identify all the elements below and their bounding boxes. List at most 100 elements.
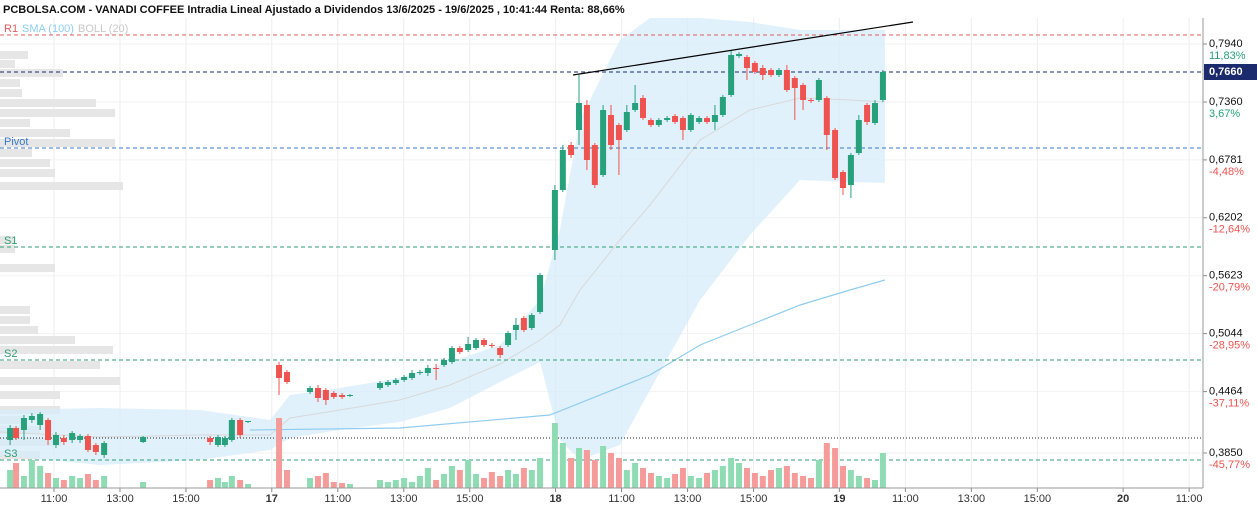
volume-profile-bar <box>0 89 22 97</box>
candle-body <box>711 115 718 122</box>
candle-body <box>45 420 52 440</box>
candle-body <box>687 115 694 130</box>
volume-bar <box>441 474 448 488</box>
y-tick-label: 0,6202 <box>1209 212 1243 224</box>
candle-body <box>392 380 399 383</box>
volume-bar <box>600 446 607 488</box>
x-tick-label: 13:00 <box>390 493 418 505</box>
candle-body <box>791 78 798 88</box>
volume-bar <box>52 478 59 488</box>
volume-profile-bar <box>0 264 55 272</box>
volume-bar <box>512 474 519 488</box>
candle-body <box>84 436 91 450</box>
candle-body <box>140 437 147 442</box>
candle-body <box>679 118 686 130</box>
volume-bar <box>473 474 480 488</box>
x-tick-label: 20 <box>1117 493 1129 505</box>
x-tick-label: 17 <box>266 493 278 505</box>
volume-bar <box>815 460 822 488</box>
volume-bar <box>847 470 854 488</box>
pivot-label: Pivot <box>4 136 28 148</box>
x-tick-label: 13:00 <box>674 493 702 505</box>
volume-bar <box>672 474 679 488</box>
y-tick-label: 0,6781 <box>1209 154 1243 166</box>
volume-profile-bar <box>0 119 30 127</box>
volume-bar <box>339 483 346 488</box>
volume-bar <box>245 484 252 488</box>
candle-body <box>775 70 782 75</box>
candle-body <box>322 390 329 400</box>
candle-body <box>864 105 871 122</box>
candle-body <box>575 103 582 130</box>
x-tick-label: 15:00 <box>1024 493 1052 505</box>
candle-body <box>751 63 758 72</box>
candle-body <box>433 368 440 369</box>
candle-body <box>647 120 654 125</box>
volume-bar <box>330 482 337 488</box>
y-tick-percent: -4,48% <box>1209 166 1244 178</box>
volume-bar <box>655 476 662 488</box>
candle-body <box>551 190 558 250</box>
y-tick-label: 0,7940 <box>1209 38 1243 50</box>
volume-bar <box>679 468 686 488</box>
candle-body <box>871 103 878 123</box>
volume-bar <box>879 453 886 488</box>
candle-body <box>879 72 886 100</box>
y-tick-label: 0,7360 <box>1209 96 1243 108</box>
candle-body <box>314 388 321 398</box>
candle-body <box>768 70 775 75</box>
bollinger-middle <box>0 97 885 438</box>
volume-bar <box>537 458 544 488</box>
volume-bar <box>800 476 807 488</box>
candle-body <box>384 382 391 385</box>
candle-body <box>807 100 814 101</box>
candle-body <box>719 97 726 115</box>
candle-body <box>559 150 566 190</box>
volume-bar <box>864 478 871 488</box>
volume-bar <box>823 443 830 488</box>
sma-line <box>249 279 886 431</box>
candle-body <box>608 115 615 145</box>
volume-bar <box>505 470 512 488</box>
candle-body <box>409 373 416 378</box>
volume-bar <box>623 470 630 488</box>
candle-body <box>632 103 639 110</box>
volume-bar <box>520 468 527 488</box>
x-tick-label: 11:00 <box>892 493 919 505</box>
volume-profile-bar <box>0 109 115 117</box>
candle-body <box>815 80 822 100</box>
trend-line <box>572 21 914 76</box>
candle-body <box>537 275 544 312</box>
volume-bar <box>559 443 566 488</box>
candle-body <box>855 120 862 153</box>
candle-body <box>77 436 84 440</box>
volume-bar <box>791 473 798 488</box>
candle-body <box>832 130 839 178</box>
volume-bar <box>832 448 839 488</box>
pivot-label: S2 <box>4 348 17 360</box>
volume-bar <box>448 466 455 488</box>
volume-bar <box>759 476 766 488</box>
volume-bar <box>480 478 487 488</box>
volume-bar <box>140 482 147 488</box>
candle-body <box>728 55 735 95</box>
candle-body <box>245 421 252 422</box>
volume-bar <box>465 460 472 488</box>
volume-bar <box>664 478 671 488</box>
candle-body <box>339 395 346 397</box>
pivot-label: R1 <box>4 23 18 35</box>
candle-body <box>823 98 830 135</box>
volume-bar <box>687 476 694 488</box>
y-tick-label: 0,3850 <box>1209 447 1243 459</box>
volume-bar <box>488 472 495 488</box>
candle-body <box>52 435 59 445</box>
last-price-box <box>1204 64 1257 80</box>
candle-body <box>743 57 750 68</box>
candle-body <box>276 365 283 378</box>
volume-profile-bar <box>0 326 38 334</box>
pivot-label: S1 <box>4 235 17 247</box>
candle-body <box>465 344 472 350</box>
volume-bar <box>221 482 228 488</box>
volume-bar <box>60 480 67 488</box>
volume-bar <box>101 476 108 488</box>
